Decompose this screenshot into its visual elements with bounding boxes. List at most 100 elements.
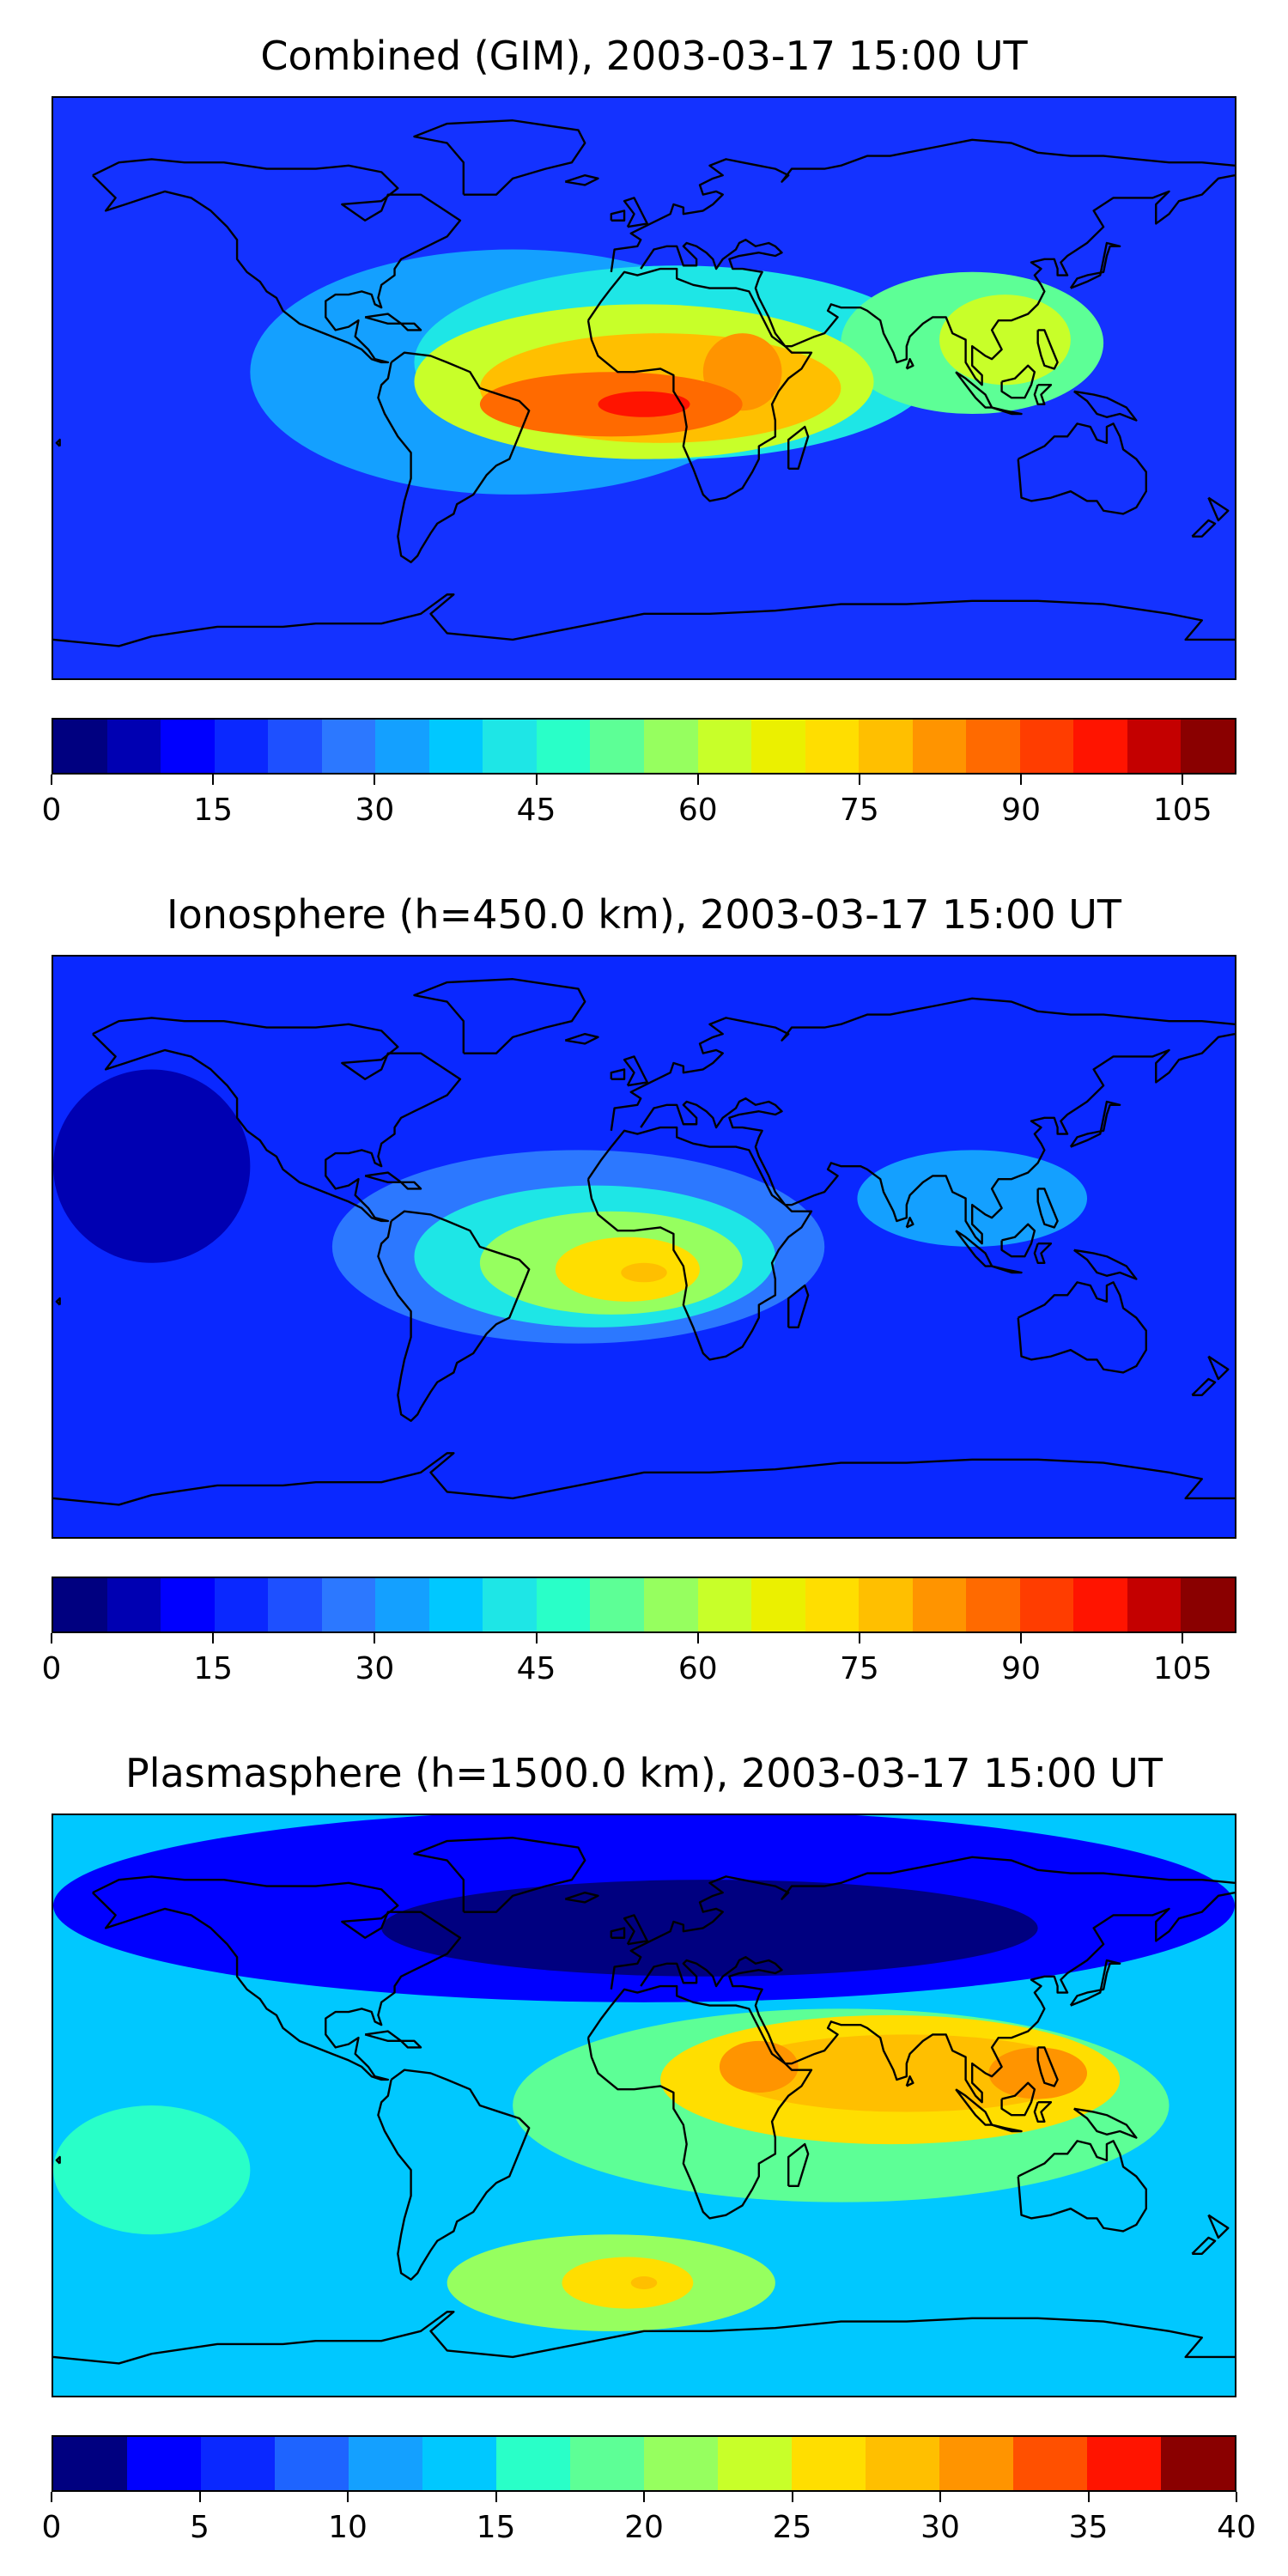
coastline [1073,390,1138,422]
colorbar-segment [751,1578,805,1631]
tick-mark [535,775,538,785]
tick-label: 105 [1152,793,1212,828]
panel-title: Plasmasphere (h=1500.0 km), 2003-03-17 1… [125,1750,1163,1796]
coastline [55,1297,61,1306]
panel-plasmasphere: Plasmasphere (h=1500.0 km), 2003-03-17 1… [0,1717,1288,2576]
coastline [1017,2140,1147,2233]
coastline [92,1017,462,1223]
tick-label: 45 [516,793,556,828]
colorbar-segment [1161,2437,1235,2490]
coastline [955,371,993,409]
field-contour [598,391,690,417]
coastline [991,2123,1023,2133]
colorbar-segment [697,720,752,773]
coastline [413,119,586,196]
coastline [1191,1377,1217,1396]
tick-mark [51,2492,52,2502]
coastline [1191,2236,1217,2255]
colorbar [52,2435,1236,2492]
colorbar-segment [201,2437,275,2490]
colorbar-segment [214,720,269,773]
coastline [610,210,626,222]
coastline [92,158,462,364]
colorbar-segment [268,1578,322,1631]
coastline [1033,1242,1053,1264]
coastline [1207,2214,1230,2239]
field-contour [621,1262,667,1283]
tick-label: 20 [624,2510,664,2545]
coastline [955,1230,993,1267]
colorbar-segment [321,1578,376,1631]
tick-mark [535,1633,538,1643]
coastline [610,997,1235,1131]
coastline [610,1927,626,1939]
tick-label: 0 [41,2510,62,2545]
colorbar-segment [939,2437,1013,2490]
coastline [623,1055,648,1087]
colorbar-segment [1073,720,1127,773]
colorbar-segment [106,1578,161,1631]
coastline [905,358,914,370]
tick-label: 0 [41,1651,62,1686]
coastline [55,438,61,447]
tick-mark [212,775,215,785]
tick-mark [696,775,699,785]
coastline [400,322,422,331]
coastline [1036,1188,1059,1229]
colorbar-segment [1181,720,1236,773]
coastline [640,173,1235,386]
colorbar-segment [161,720,215,773]
colorbar-segment [644,1578,698,1631]
tick-mark [1020,1633,1023,1643]
tick-label: 90 [1001,1651,1041,1686]
tick-label: 5 [190,2510,210,2545]
colorbar-segment [570,2437,644,2490]
panel-title: Ionosphere (h=450.0 km), 2003-03-17 15:0… [167,891,1121,938]
coastline [1073,1249,1138,1280]
colorbar-segment [1127,720,1182,773]
coastline [1000,2081,1036,2117]
coastline [1033,384,1053,405]
colorbar-segment [53,1578,107,1631]
tick-label: 15 [476,2510,516,2545]
coastline [92,1875,462,2081]
colorbar-segment [590,720,645,773]
colorbar-segment [859,720,913,773]
colorbar-segment [866,2437,939,2490]
colorbar-segment [127,2437,201,2490]
coastline [413,1837,586,1913]
coastline [610,1856,1235,1990]
tick-label: 30 [920,2510,960,2545]
panel-title: Combined (GIM), 2003-03-17 15:00 UT [260,33,1028,79]
colorbar-segment [1073,1578,1127,1631]
colorbar-segment [483,1578,537,1631]
tick-label: 45 [516,1651,556,1686]
colorbar-segment [966,720,1020,773]
coastline [1191,519,1217,538]
colorbar-segment [644,720,698,773]
colorbar-segment [1127,1578,1182,1631]
colorbar-segment [496,2437,570,2490]
colorbar-segment [268,720,322,773]
colorbar-segment [349,2437,422,2490]
panel-combined: Combined (GIM), 2003-03-17 15:00 UT 0 15 3… [0,0,1288,859]
colorbar-segment [214,1578,269,1631]
coastline [377,351,531,563]
colorbar-segment [1013,2437,1087,2490]
field-contour [562,2257,694,2309]
map-plot [52,1814,1236,2397]
coastline [586,1126,813,1361]
coastline [1017,422,1147,515]
colorbar-segment [161,1578,215,1631]
colorbar-segment [428,1578,483,1631]
colorbar-segment [422,2437,496,2490]
tick-label: 60 [677,793,718,828]
coastline [905,2075,914,2087]
tick-label: 15 [193,793,234,828]
coastline [1207,496,1230,522]
tick-mark [696,1633,699,1643]
coastline [640,1032,1235,1245]
tick-label: 25 [772,2510,812,2545]
coastline [1073,2107,1138,2139]
tick-label: 40 [1217,2510,1256,2545]
